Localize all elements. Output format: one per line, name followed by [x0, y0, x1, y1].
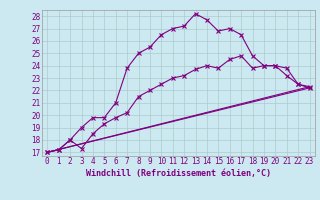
X-axis label: Windchill (Refroidissement éolien,°C): Windchill (Refroidissement éolien,°C)	[86, 169, 271, 178]
